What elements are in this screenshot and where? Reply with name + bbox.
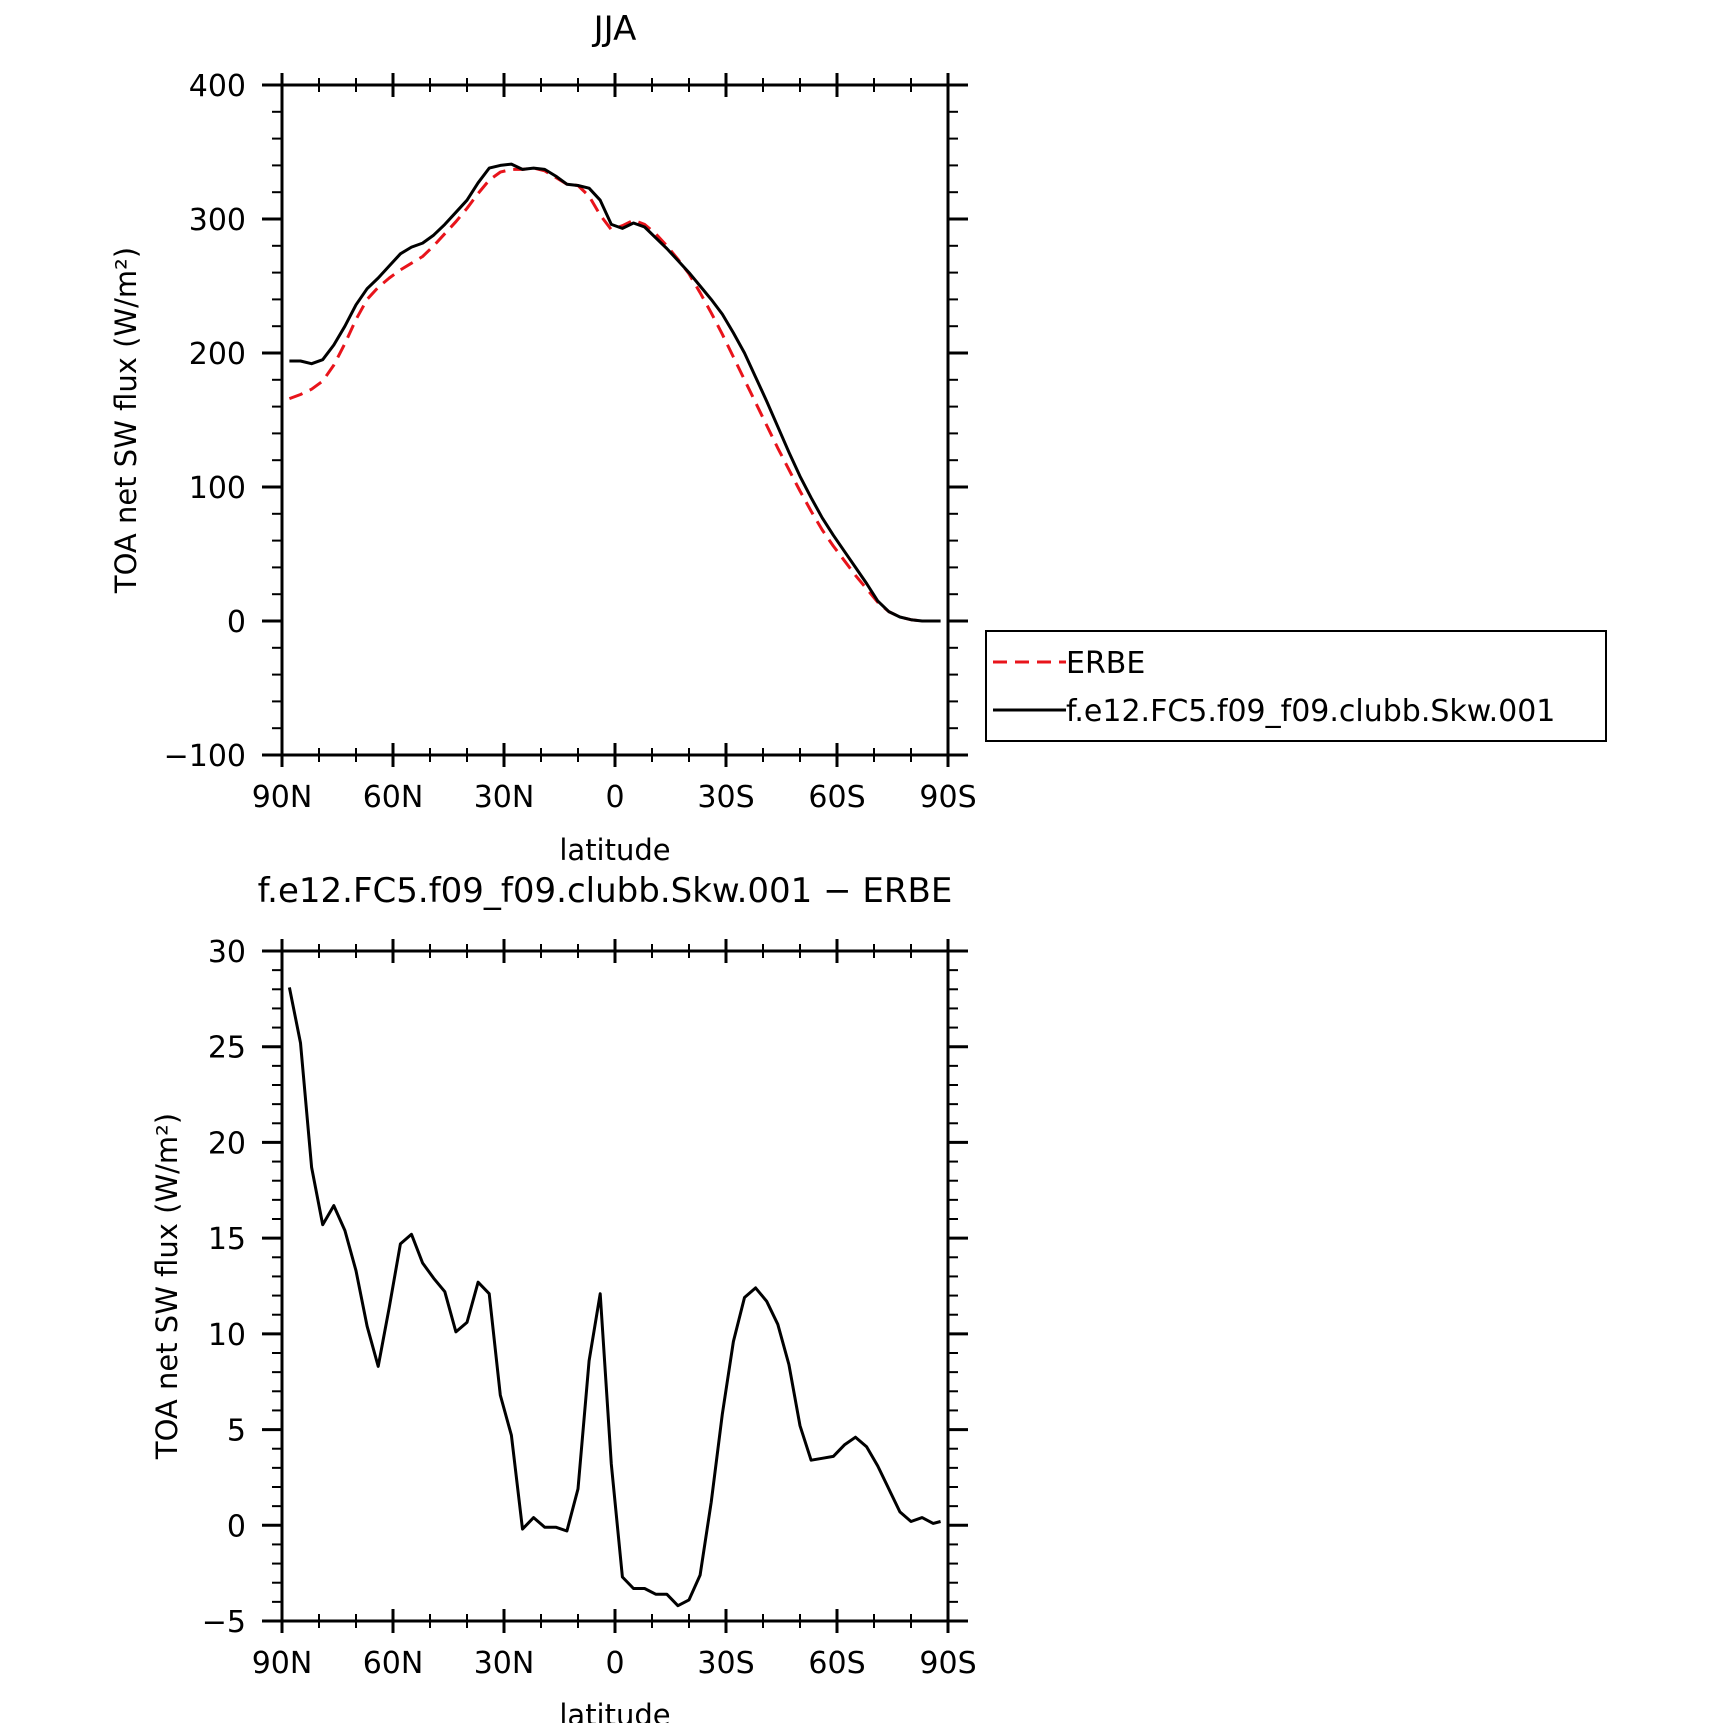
- x-tick-label: 60S: [808, 1646, 865, 1681]
- top-panel-jja: JJA TOA net SW flux (W/m²) latitude 90N 6…: [109, 9, 977, 867]
- y-tick-label: 15: [208, 1222, 246, 1257]
- x-tick-label: 90S: [919, 1646, 976, 1681]
- legend-label-erbe: ERBE: [1066, 646, 1145, 681]
- x-tick-label: 60N: [363, 780, 424, 815]
- series-line-model: [289, 162, 941, 623]
- y-tick-label: 0: [227, 1509, 246, 1544]
- y-tick-label: 400: [189, 69, 246, 104]
- bottom-chart-xlabel: latitude: [559, 1698, 670, 1723]
- y-tick-label: 200: [189, 337, 246, 372]
- bottom-panel-difference: f.e12.FC5.f09_f09.clubb.Skw.001 − ERBE T…: [150, 871, 977, 1723]
- y-tick-label: 30: [208, 935, 246, 970]
- bottom-chart-title: f.e12.FC5.f09_f09.clubb.Skw.001 − ERBE: [258, 871, 953, 911]
- x-tick-label: 90N: [252, 1646, 313, 1681]
- series-line-model: [287, 987, 941, 1608]
- series-line-erbe: [288, 166, 941, 623]
- y-tick-label: 25: [208, 1031, 246, 1066]
- y-tick-label: 100: [189, 471, 246, 506]
- x-tick-label: 0: [605, 1646, 624, 1681]
- top-plot-frame: [280, 83, 950, 757]
- top-chart-ylabel: TOA net SW flux (W/m²): [109, 247, 143, 594]
- y-tick-label: 0: [227, 605, 246, 640]
- x-tick-label: 60N: [363, 1646, 424, 1681]
- top-chart-xlabel: latitude: [559, 833, 670, 867]
- bottom-chart-ylabel: TOA net SW flux (W/m²): [150, 1113, 184, 1460]
- x-tick-label: 30S: [697, 1646, 754, 1681]
- top-chart-title: JJA: [592, 9, 637, 49]
- x-tick-label: 90S: [919, 780, 976, 815]
- x-tick-label: 90N: [252, 780, 313, 815]
- x-tick-label: 0: [605, 780, 624, 815]
- x-tick-label: 30S: [697, 780, 754, 815]
- y-tick-label: −5: [202, 1605, 246, 1640]
- bottom-plot-frame: [280, 949, 950, 1623]
- legend-box: [985, 630, 1607, 742]
- y-tick-label: 5: [227, 1414, 246, 1449]
- y-tick-label: −100: [164, 739, 246, 774]
- legend: ERBE f.e12.FC5.f09_f09.clubb.Skw.001: [985, 630, 1607, 742]
- legend-label-model: f.e12.FC5.f09_f09.clubb.Skw.001: [1066, 694, 1555, 729]
- x-tick-label: 30N: [474, 780, 535, 815]
- x-tick-label: 60S: [808, 780, 865, 815]
- x-tick-label: 30N: [474, 1646, 535, 1681]
- y-tick-label: 20: [208, 1126, 246, 1161]
- y-tick-label: 300: [189, 203, 246, 238]
- y-tick-label: 10: [208, 1318, 246, 1353]
